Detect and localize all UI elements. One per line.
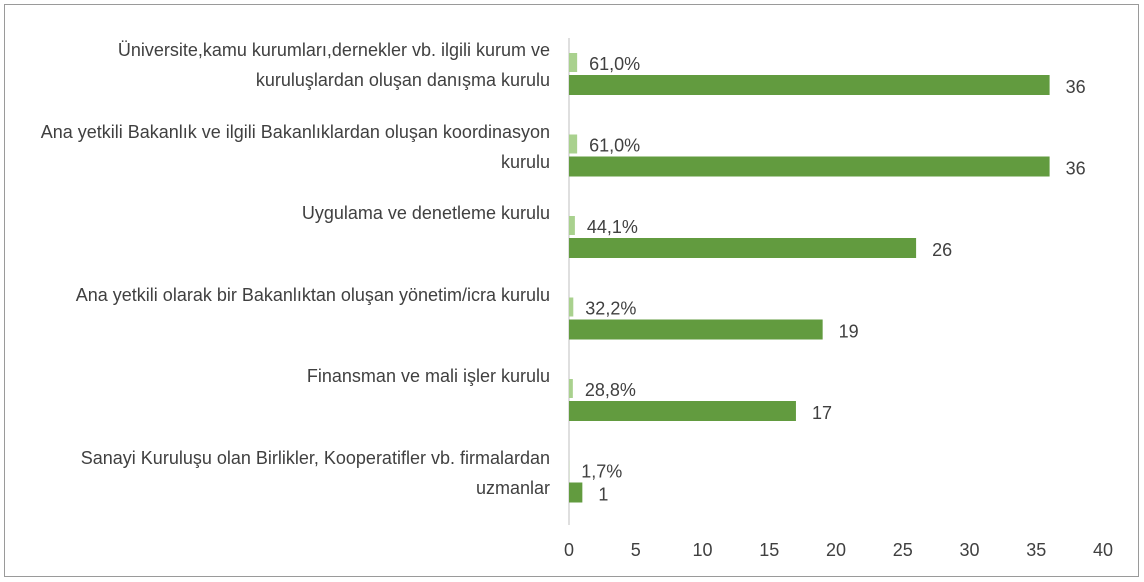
bar xyxy=(569,379,573,398)
x-tick-label: 20 xyxy=(826,540,846,560)
category-label: Üniversite,kamu kurumları,dernekler vb. … xyxy=(117,40,550,90)
data-label: 32,2% xyxy=(585,298,636,318)
category-label: Sanayi Kuruluşu olan Birlikler, Kooperat… xyxy=(80,447,550,498)
data-label: 1 xyxy=(598,484,608,504)
data-label: 19 xyxy=(839,321,859,341)
x-tick-label: 10 xyxy=(692,540,712,560)
x-tick-label: 30 xyxy=(959,540,979,560)
x-tick-label: 35 xyxy=(1026,540,1046,560)
bar xyxy=(569,156,1050,177)
x-tick-label: 0 xyxy=(564,540,574,560)
bar xyxy=(569,319,823,340)
bar xyxy=(569,401,796,421)
category-label: Ana yetkili olarak bir Bakanlıktan oluşa… xyxy=(75,284,550,305)
data-label: 61,0% xyxy=(589,54,640,74)
bar xyxy=(569,482,583,503)
data-label: 36 xyxy=(1066,77,1086,97)
x-tick-label: 5 xyxy=(631,540,641,560)
data-label: 44,1% xyxy=(587,217,638,237)
bar xyxy=(569,75,1050,95)
category-label: Ana yetkili Bakanlık ve ilgili Bakanlıkl… xyxy=(40,121,550,172)
bar xyxy=(569,238,917,258)
category-label: Uygulama ve denetleme kurulu xyxy=(301,203,550,223)
data-label: 17 xyxy=(812,403,832,423)
bar xyxy=(569,53,578,72)
data-label: 61,0% xyxy=(589,135,640,155)
bar xyxy=(569,216,575,235)
bar xyxy=(569,134,578,154)
category-label: Finansman ve mali işler kurulu xyxy=(306,366,550,386)
data-label: 1,7% xyxy=(581,461,622,481)
data-label: 26 xyxy=(932,240,952,260)
data-label: 28,8% xyxy=(585,380,636,400)
x-tick-label: 40 xyxy=(1093,540,1113,560)
data-label: 36 xyxy=(1066,158,1086,178)
frame xyxy=(4,4,1139,577)
bar xyxy=(569,297,574,317)
x-tick-label: 15 xyxy=(759,540,779,560)
x-tick-label: 25 xyxy=(893,540,913,560)
